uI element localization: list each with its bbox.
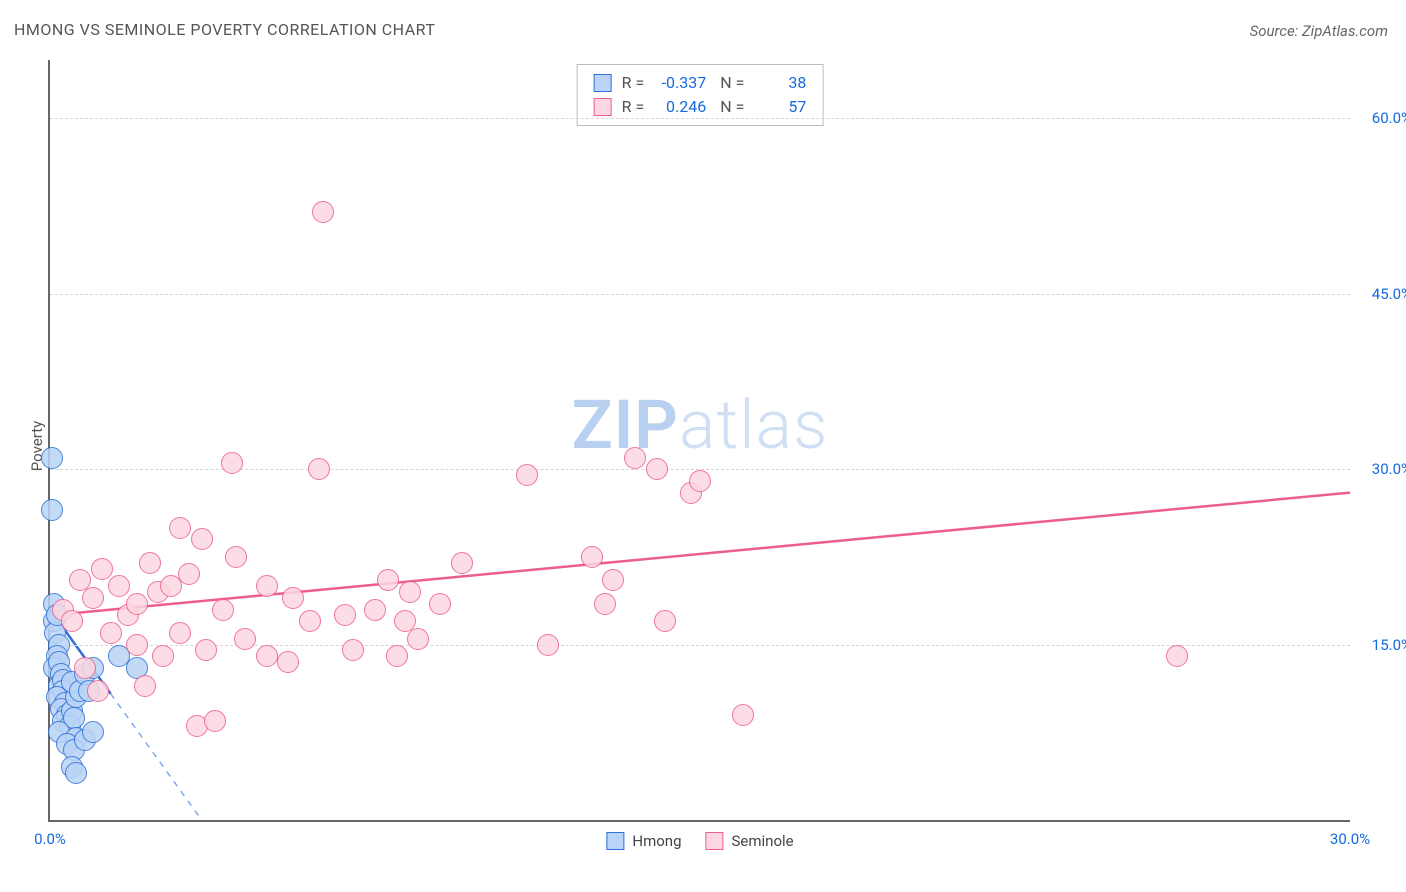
data-point bbox=[225, 546, 247, 568]
data-point bbox=[61, 610, 83, 632]
stats-row: R = 0.246 N = 57 bbox=[594, 95, 807, 119]
stats-row: R = -0.337 N = 38 bbox=[594, 71, 807, 95]
legend-item: Seminole bbox=[706, 832, 794, 850]
y-tick-label: 15.0% bbox=[1372, 636, 1406, 654]
series-swatch-seminole bbox=[706, 832, 724, 850]
y-tick-label: 60.0% bbox=[1372, 109, 1406, 127]
source-label: Source: ZipAtlas.com bbox=[1250, 22, 1388, 40]
data-point bbox=[312, 201, 334, 223]
series-swatch-hmong bbox=[594, 74, 612, 92]
data-point bbox=[41, 447, 63, 469]
data-point bbox=[82, 721, 104, 743]
stats-legend-box: R = -0.337 N = 38 R = 0.246 N = 57 bbox=[577, 64, 824, 126]
data-point bbox=[364, 599, 386, 621]
data-point bbox=[646, 458, 668, 480]
scatter-plot-area: ZIPatlas R =-0.337 N =38 R =0.246 N =57 … bbox=[48, 60, 1350, 822]
data-point bbox=[429, 593, 451, 615]
data-point bbox=[41, 499, 63, 521]
data-point bbox=[91, 558, 113, 580]
data-point bbox=[221, 452, 243, 474]
legend-label: Hmong bbox=[632, 832, 681, 850]
data-point bbox=[342, 639, 364, 661]
series-swatch-seminole bbox=[594, 98, 612, 116]
data-point bbox=[100, 622, 122, 644]
data-point bbox=[602, 569, 624, 591]
data-point bbox=[308, 458, 330, 480]
data-point bbox=[134, 675, 156, 697]
data-point bbox=[654, 610, 676, 632]
data-point bbox=[169, 622, 191, 644]
data-point bbox=[126, 634, 148, 656]
data-point bbox=[195, 639, 217, 661]
chart-title: HMONG VS SEMINOLE POVERTY CORRELATION CH… bbox=[14, 20, 435, 39]
data-point bbox=[1166, 645, 1188, 667]
data-point bbox=[407, 628, 429, 650]
x-tick-label: 0.0% bbox=[34, 830, 66, 848]
stat-value: 38 bbox=[754, 71, 806, 95]
bottom-legend: Hmong Seminole bbox=[606, 832, 793, 850]
stat-value: -0.337 bbox=[654, 71, 706, 95]
data-point bbox=[299, 610, 321, 632]
y-tick-label: 30.0% bbox=[1372, 460, 1406, 478]
data-point bbox=[399, 581, 421, 603]
data-point bbox=[594, 593, 616, 615]
data-point bbox=[334, 604, 356, 626]
data-point bbox=[126, 593, 148, 615]
y-tick-label: 45.0% bbox=[1372, 285, 1406, 303]
data-point bbox=[537, 634, 559, 656]
data-point bbox=[212, 599, 234, 621]
data-point bbox=[386, 645, 408, 667]
data-point bbox=[516, 464, 538, 486]
data-point bbox=[256, 575, 278, 597]
data-point bbox=[191, 528, 213, 550]
data-point bbox=[451, 552, 473, 574]
stat-label: R = bbox=[622, 71, 645, 95]
data-point bbox=[624, 447, 646, 469]
x-tick-label: 30.0% bbox=[1330, 830, 1370, 848]
data-point bbox=[108, 575, 130, 597]
data-point bbox=[139, 552, 161, 574]
data-point bbox=[277, 651, 299, 673]
data-point bbox=[689, 470, 711, 492]
data-point bbox=[65, 762, 87, 784]
data-point bbox=[282, 587, 304, 609]
data-point bbox=[234, 628, 256, 650]
stat-label: R = bbox=[622, 95, 645, 119]
stat-value: 57 bbox=[754, 95, 806, 119]
data-point bbox=[82, 587, 104, 609]
data-point bbox=[178, 563, 200, 585]
trendlines-layer bbox=[50, 60, 1350, 820]
stat-value: 0.246 bbox=[654, 95, 706, 119]
stat-label: N = bbox=[716, 71, 744, 95]
data-point bbox=[581, 546, 603, 568]
data-point bbox=[87, 680, 109, 702]
data-point bbox=[204, 710, 226, 732]
data-point bbox=[74, 657, 96, 679]
data-point bbox=[256, 645, 278, 667]
data-point bbox=[169, 517, 191, 539]
data-point bbox=[732, 704, 754, 726]
data-point bbox=[377, 569, 399, 591]
legend-label: Seminole bbox=[732, 832, 794, 850]
legend-item: Hmong bbox=[606, 832, 681, 850]
data-point bbox=[152, 645, 174, 667]
stat-label: N = bbox=[716, 95, 744, 119]
series-swatch-hmong bbox=[606, 832, 624, 850]
